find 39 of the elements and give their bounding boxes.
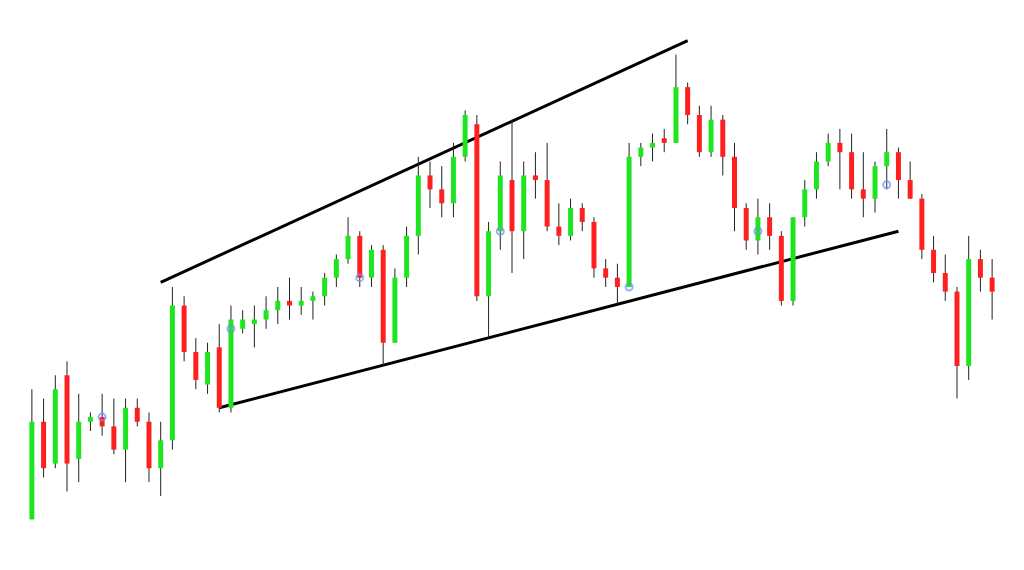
candlestick <box>310 291 316 320</box>
candlestick <box>767 202 773 251</box>
candlestick <box>532 151 538 200</box>
candlestick <box>322 272 328 307</box>
candlestick <box>860 151 866 218</box>
point <box>226 324 236 334</box>
candlestick <box>275 286 281 325</box>
candlestick <box>579 202 585 232</box>
candlestick <box>942 253 948 302</box>
candlestick <box>333 253 339 288</box>
point <box>753 226 763 236</box>
point <box>355 273 365 283</box>
candlestick <box>907 160 913 200</box>
candlestick <box>287 277 292 320</box>
candlestick <box>111 398 117 455</box>
candlestick <box>825 133 831 167</box>
candlestick <box>439 165 445 218</box>
candlestick <box>977 249 983 293</box>
candlestick <box>556 202 562 246</box>
candlestick <box>837 128 843 190</box>
candlestick <box>345 216 351 265</box>
point <box>624 282 634 292</box>
candlestick <box>650 133 656 162</box>
candlestick <box>263 295 269 330</box>
candlestick <box>87 411 93 432</box>
candlestick <box>638 142 644 167</box>
candlestick <box>427 160 433 209</box>
candlestick <box>931 235 937 283</box>
candlestick <box>661 128 667 153</box>
candlestick <box>614 263 620 307</box>
candlestick <box>134 398 140 427</box>
point <box>495 226 505 236</box>
candlestick <box>884 128 890 190</box>
candlestick <box>989 258 995 320</box>
point <box>97 412 107 422</box>
point <box>882 180 892 190</box>
candlestick <box>298 286 304 316</box>
candlestick <box>240 309 246 334</box>
candlestick <box>603 258 609 288</box>
